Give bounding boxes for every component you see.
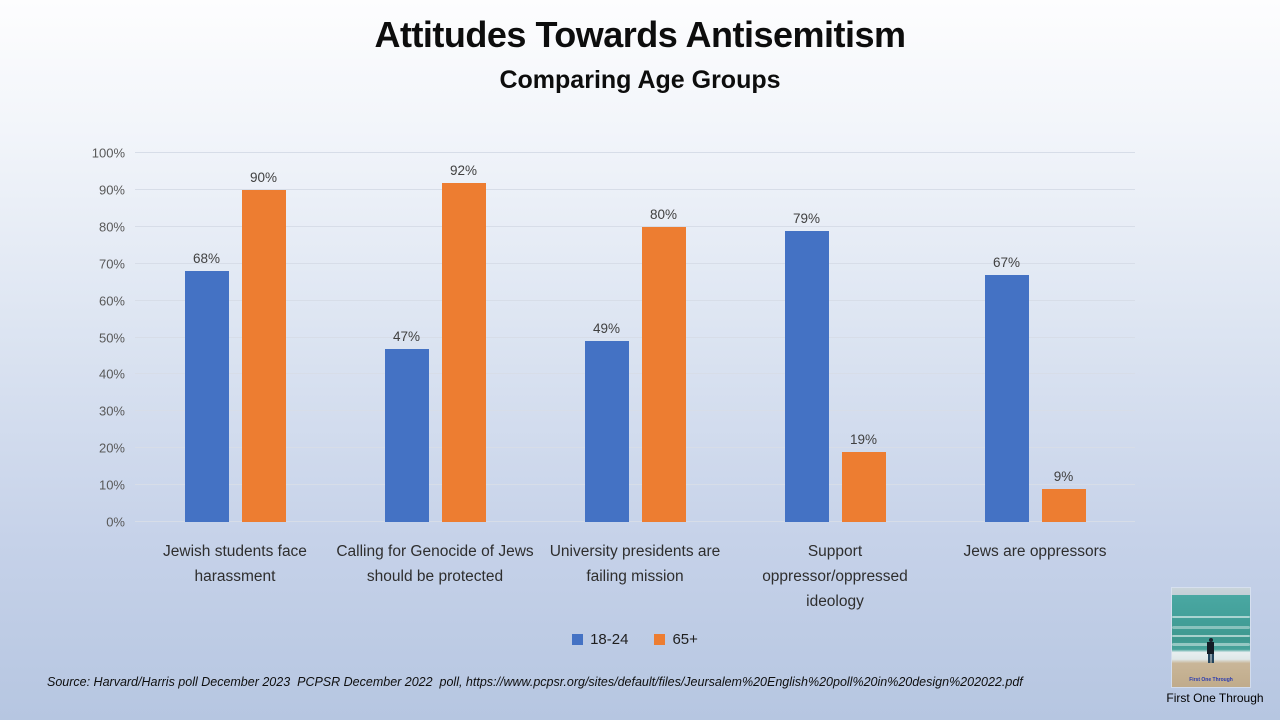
logo-image: First One Through xyxy=(1172,588,1250,687)
bar-18-24 xyxy=(584,341,629,522)
bar-group: 79% 19% xyxy=(735,153,935,522)
y-axis-tick: 10% xyxy=(98,477,125,493)
wave-foam xyxy=(1172,634,1250,637)
bar-value-label: 80% xyxy=(649,206,678,222)
gridline xyxy=(135,152,1135,153)
bar-18-24 xyxy=(184,271,229,522)
bar-65+ xyxy=(441,182,486,522)
plot-area: 0% 10% 20% 30% 40% 50% 60% 70% 80% 90% 100% 68% 90% 4… xyxy=(92,146,1135,530)
bar-group: 47% 92% xyxy=(335,153,535,522)
y-axis-tick: 40% xyxy=(98,366,125,382)
category-label: Jews are oppressors xyxy=(963,543,1107,560)
bar-18-24 xyxy=(984,274,1029,522)
source-text: Source: Harvard/Harris poll December 202… xyxy=(47,675,1023,689)
gridline xyxy=(135,299,1135,301)
bar-65+ xyxy=(841,451,886,522)
gridline xyxy=(135,521,1135,522)
legend-swatch xyxy=(654,634,666,645)
gridline xyxy=(135,262,1135,264)
wave-foam xyxy=(1172,625,1250,629)
logo-caption: First One Through xyxy=(1166,691,1264,705)
bar-65+ xyxy=(1041,488,1086,522)
y-axis-tick: 100% xyxy=(91,145,125,161)
category-label: Support oppressor/oppressed ideology xyxy=(762,543,908,610)
gridline xyxy=(135,225,1135,227)
bar-value-label: 49% xyxy=(592,321,621,337)
person-silhouette xyxy=(1206,637,1215,664)
chart-subtitle: Comparing Age Groups xyxy=(499,66,781,94)
bar-group: 49% 80% xyxy=(535,153,735,522)
bar-value-label: 68% xyxy=(192,251,221,267)
legend-label: 65+ xyxy=(672,631,698,648)
bar-value-label: 79% xyxy=(792,210,821,226)
legend-swatch xyxy=(572,634,584,645)
legend-label: 18-24 xyxy=(590,631,629,648)
bar-18-24 xyxy=(384,348,429,522)
y-axis-tick: 20% xyxy=(98,440,125,456)
chart-title: Attitudes Towards Antisemitism xyxy=(374,14,906,55)
y-axis-tick: 50% xyxy=(98,330,125,345)
category-label: Calling for Genocide of Jews should be p… xyxy=(336,543,534,585)
category-label: Jewish students face harassment xyxy=(163,543,307,585)
bar-18-24 xyxy=(784,230,829,522)
gridline xyxy=(135,336,1135,338)
legend-item: 18-24 xyxy=(572,631,628,648)
category-label: University presidents are failing missio… xyxy=(549,543,721,585)
bar-65+ xyxy=(241,189,286,522)
legend-item: 65+ xyxy=(654,631,698,648)
y-axis-tick: 90% xyxy=(98,182,125,198)
bar-value-label: 67% xyxy=(992,254,1021,270)
y-axis-tick: 30% xyxy=(98,403,125,419)
chart-legend: 18-24 65+ xyxy=(135,631,1135,648)
bar-value-label: 92% xyxy=(449,162,478,178)
y-axis-tick: 80% xyxy=(98,219,125,235)
bar-group: 67% 9% xyxy=(935,153,1135,522)
bar-value-label: 90% xyxy=(249,169,278,185)
logo-watermark: First One Through xyxy=(1189,677,1233,683)
gridline xyxy=(135,484,1135,486)
gridline xyxy=(135,188,1135,190)
bar-value-label: 9% xyxy=(1053,468,1074,484)
bar-65+ xyxy=(641,226,686,522)
bar-value-label: 19% xyxy=(849,431,878,447)
gridline xyxy=(135,447,1135,449)
y-axis-tick: 60% xyxy=(98,293,125,309)
wave-foam xyxy=(1172,615,1250,618)
bar-value-label: 47% xyxy=(392,328,421,344)
y-axis-tick: 70% xyxy=(98,256,125,272)
gridline xyxy=(135,410,1135,412)
bar-group: 68% 90% xyxy=(135,153,335,522)
gridline xyxy=(135,373,1135,375)
y-axis-tick: 0% xyxy=(106,514,125,530)
